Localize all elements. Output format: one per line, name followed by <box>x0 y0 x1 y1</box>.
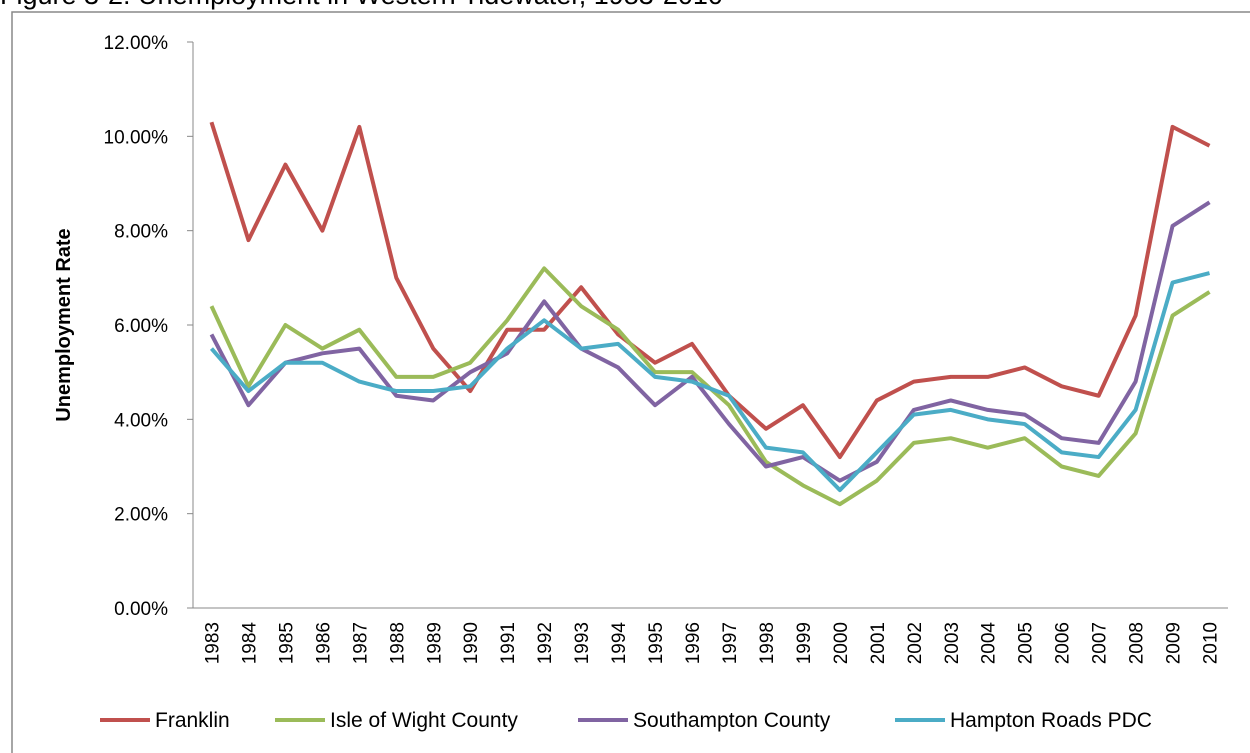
x-tick-label: 1999 <box>794 622 815 664</box>
y-tick-label: 12.00% <box>104 33 169 54</box>
x-tick-label: 2010 <box>1201 622 1222 664</box>
x-tick-label: 2005 <box>1016 622 1037 664</box>
y-tick-label: 10.00% <box>104 127 169 148</box>
x-tick-label: 1987 <box>350 622 371 664</box>
x-tick-label: 1994 <box>609 622 630 665</box>
x-tick-label: 1983 <box>202 622 223 664</box>
x-tick-label: 2006 <box>1053 622 1074 664</box>
y-tick-label: 4.00% <box>114 410 168 431</box>
x-tick-label: 2003 <box>942 622 963 664</box>
x-tick-label: 1989 <box>424 622 445 664</box>
x-tick-label: 1988 <box>387 622 408 664</box>
x-tick-label: 2004 <box>979 622 1000 665</box>
x-tick-label: 2000 <box>831 622 852 664</box>
chart-frame <box>11 11 1250 753</box>
x-tick-label: 2009 <box>1164 622 1185 664</box>
x-tick-label: 1996 <box>683 622 704 664</box>
legend-label: Hampton Roads PDC <box>950 709 1152 732</box>
x-tick-label: 1995 <box>646 622 667 664</box>
x-tick-label: 1993 <box>572 622 593 664</box>
series-line <box>209 271 1211 493</box>
x-tick-label: 2001 <box>868 622 889 664</box>
x-tick-label: 1990 <box>461 622 482 664</box>
y-tick-label: 2.00% <box>114 505 168 526</box>
x-tick-label: 1992 <box>535 622 556 664</box>
x-tick-label: 1985 <box>276 622 297 664</box>
x-tick-label: 1986 <box>313 622 334 664</box>
legend-label: Franklin <box>155 709 230 732</box>
legend-label: Isle of Wight County <box>330 709 518 732</box>
y-tick-label: 6.00% <box>114 316 168 337</box>
series-line <box>209 200 1211 483</box>
x-tick-label: 1998 <box>757 622 778 664</box>
y-tick-label: 0.00% <box>114 599 168 620</box>
x-tick-label: 1991 <box>498 622 519 664</box>
x-tick-label: 2002 <box>905 622 926 664</box>
series-line <box>209 121 1211 460</box>
chart-title: Figure 3-2: Unemployment in Western Tide… <box>0 0 723 10</box>
y-axis-label: Unemployment Rate <box>53 228 75 421</box>
legend-label: Southampton County <box>633 709 831 732</box>
x-tick-label: 1984 <box>239 622 260 665</box>
x-tick-label: 2007 <box>1090 622 1111 664</box>
x-tick-label: 2008 <box>1127 622 1148 664</box>
x-tick-label: 1997 <box>720 622 741 664</box>
y-tick-label: 8.00% <box>114 222 168 243</box>
